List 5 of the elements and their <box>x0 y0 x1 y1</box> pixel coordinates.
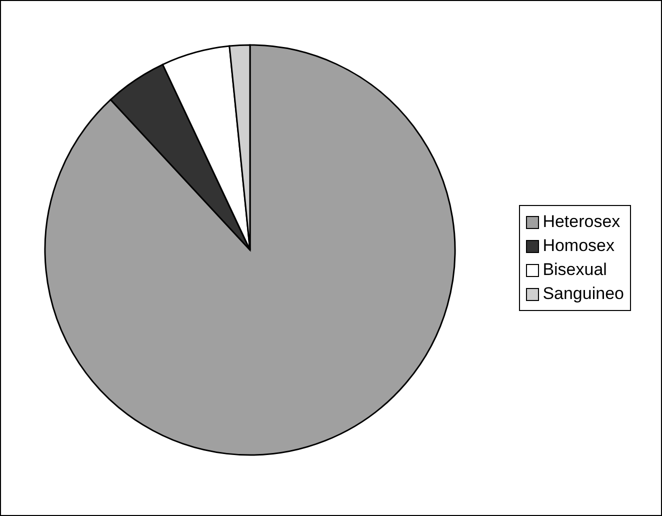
legend-label: Sanguineo <box>542 283 624 305</box>
pie-slice <box>44 44 456 456</box>
legend-label: Bisexual <box>542 259 607 281</box>
legend-label: Heterosex <box>542 211 620 233</box>
legend-label: Homosex <box>542 235 614 257</box>
